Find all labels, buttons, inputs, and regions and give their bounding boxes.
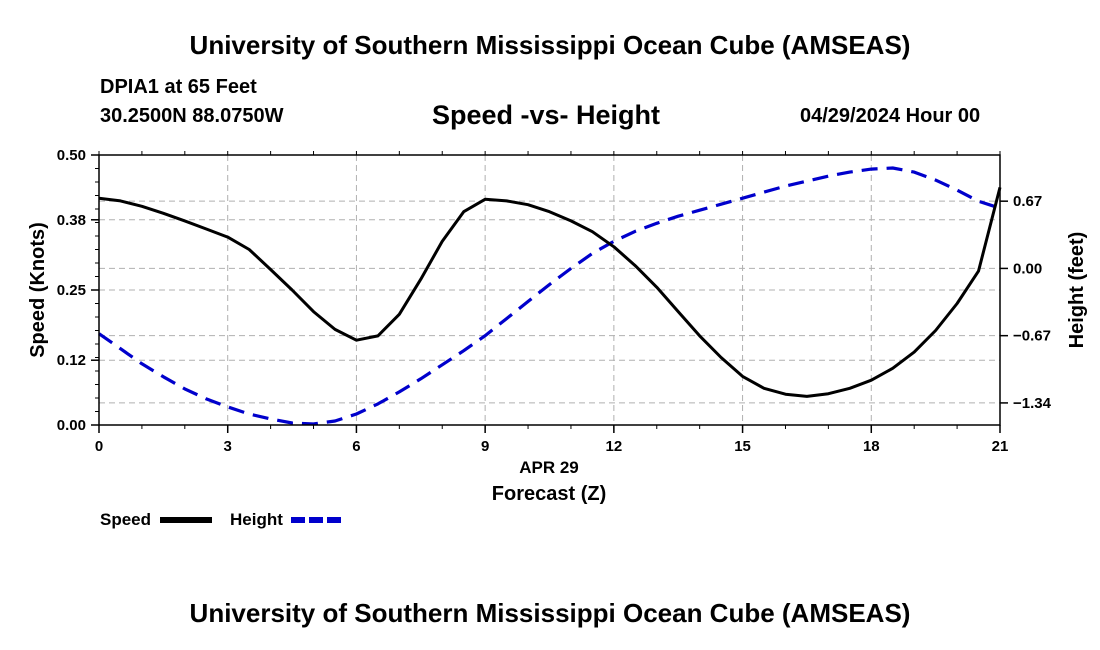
y2-tick-label: 0.67 <box>1013 193 1042 210</box>
x-tick-label: 0 <box>95 438 103 455</box>
y-tick-label: 0.25 <box>57 282 86 299</box>
x-tick-label: 3 <box>224 438 232 455</box>
y2-tick-label: −1.34 <box>1013 395 1052 412</box>
chart-header-title: University of Southern Mississippi Ocean… <box>189 30 911 60</box>
x-axis-date-label: APR 29 <box>519 458 579 477</box>
y2-axis-title: Height (feet) <box>1066 232 1088 349</box>
axes-layer: 0 3 6 9 12 15 18 21 0.00 0.12 0.25 0.38 0.50 −1.34 −0.… <box>57 147 1052 455</box>
grid-layer <box>98 154 1001 426</box>
legend-height-label: Height <box>230 510 283 529</box>
forecast-datetime: 04/29/2024 Hour 00 <box>800 105 981 127</box>
legend: Speed Height <box>100 510 343 529</box>
speed-series-line <box>98 187 1002 398</box>
y-tick-label: 0.12 <box>57 352 86 369</box>
chart-title: Speed -vs- Height <box>432 100 661 130</box>
station-coordinates: 30.2500N 88.0750W <box>100 105 284 127</box>
x-tick-label: 6 <box>352 438 360 455</box>
station-label: DPIA1 at 65 Feet <box>100 76 257 98</box>
y-tick-label: 0.38 <box>57 212 86 229</box>
series-layer <box>98 166 1002 426</box>
y-tick-label: 0.00 <box>57 417 86 434</box>
y2-tick-label: 0.00 <box>1013 260 1042 277</box>
y-tick-label: 0.50 <box>57 147 86 164</box>
x-tick-label: 15 <box>734 438 751 455</box>
x-tick-label: 12 <box>606 438 623 455</box>
legend-speed-label: Speed <box>100 510 151 529</box>
y2-tick-label: −0.67 <box>1013 328 1051 345</box>
y-axis-title: Speed (Knots) <box>27 222 49 358</box>
chart-footer-title: University of Southern Mississippi Ocean… <box>189 598 911 628</box>
height-series-line <box>98 166 1001 426</box>
x-tick-label: 18 <box>863 438 880 455</box>
x-tick-label: 21 <box>992 438 1009 455</box>
x-axis-title: Forecast (Z) <box>492 483 606 505</box>
x-tick-label: 9 <box>481 438 489 455</box>
